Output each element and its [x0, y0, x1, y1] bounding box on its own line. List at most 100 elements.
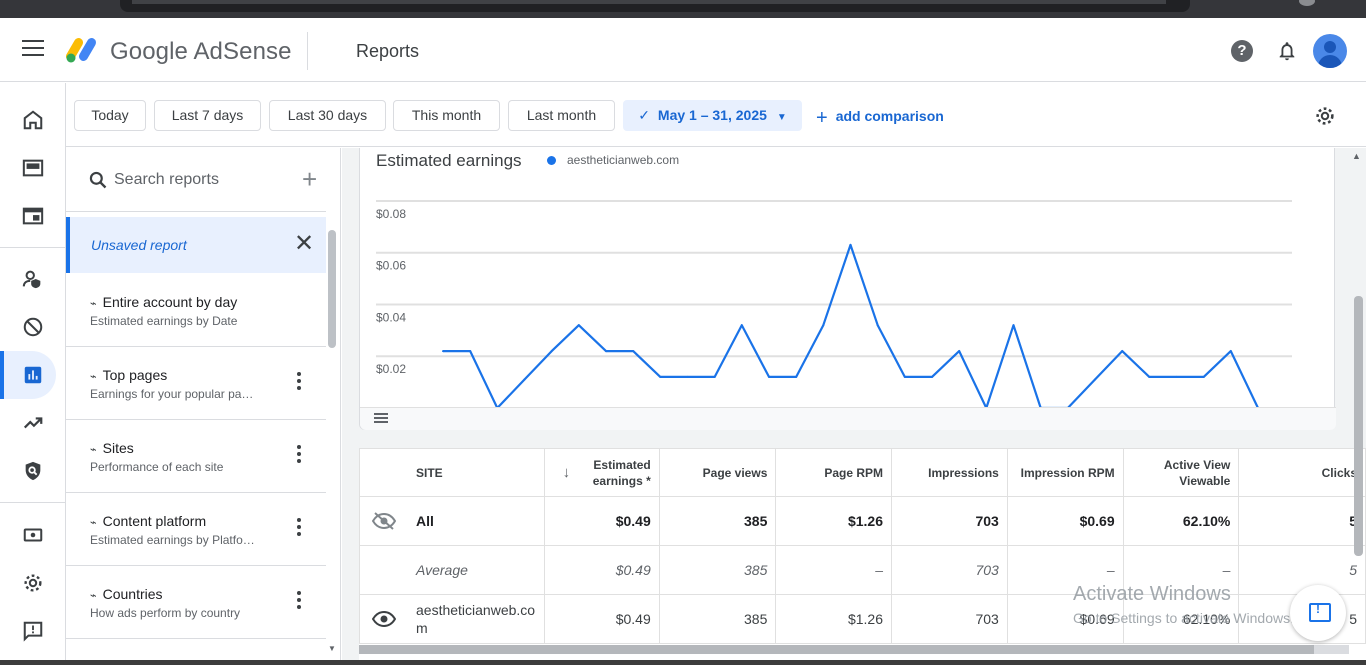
report-list-item[interactable]: ⌁ Content platform Estimated earnings by P…	[66, 493, 326, 566]
chip-last-30-days[interactable]: Last 30 days	[269, 100, 386, 131]
data-point[interactable]	[632, 350, 635, 353]
visibility-off-icon[interactable]	[372, 512, 396, 530]
column-header[interactable]: Active View Viewable	[1122, 448, 1240, 497]
data-point[interactable]	[1202, 375, 1205, 378]
chip-last-month[interactable]: Last month	[508, 100, 615, 131]
chip-this-month[interactable]: This month	[393, 100, 500, 131]
more-options-icon[interactable]	[296, 518, 302, 540]
site-name[interactable]: aestheticianweb.com	[416, 602, 536, 636]
data-point[interactable]	[1012, 324, 1015, 327]
browser-address-bar[interactable]	[120, 0, 1190, 12]
report-settings-gear-icon[interactable]	[1314, 105, 1336, 127]
data-point[interactable]	[931, 375, 933, 378]
main-menu-button[interactable]	[22, 40, 44, 58]
more-options-icon[interactable]	[296, 445, 302, 467]
notifications-bell-icon[interactable]	[1276, 40, 1298, 62]
chart-table-view-icon[interactable]	[374, 413, 388, 425]
report-subtitle: How ads perform by country	[90, 606, 241, 620]
data-point[interactable]	[713, 375, 716, 378]
unsaved-report-item[interactable]: Unsaved report ✕	[66, 217, 326, 273]
brand-safety-icon[interactable]	[22, 460, 44, 482]
data-point[interactable]	[1094, 378, 1096, 381]
nav-reports-active[interactable]	[0, 351, 56, 399]
page-title: Reports	[356, 41, 420, 61]
ads-icon[interactable]	[22, 157, 44, 179]
search-reports-input[interactable]	[114, 168, 294, 192]
data-point[interactable]	[659, 375, 662, 378]
scrollbar-thumb[interactable]	[359, 645, 1314, 654]
data-point[interactable]	[740, 324, 743, 327]
chip-today[interactable]: Today	[74, 100, 146, 131]
column-header[interactable]: Impressions	[891, 448, 1008, 497]
more-options-icon[interactable]	[296, 372, 302, 394]
data-point[interactable]	[1121, 350, 1124, 353]
data-point[interactable]	[822, 324, 825, 327]
data-point[interactable]	[550, 350, 553, 353]
blocking-controls-icon[interactable]	[22, 316, 44, 338]
date-range-selector[interactable]: ✓ May 1 – 31, 2025 ▼	[623, 100, 802, 131]
data-point[interactable]	[1175, 375, 1178, 378]
report-title: ⌁ Entire account by day	[90, 294, 237, 310]
panel-scrollbar[interactable]	[328, 230, 336, 348]
scroll-up-arrow-icon[interactable]: ▲	[1352, 151, 1361, 161]
settings-icon[interactable]	[22, 572, 44, 594]
column-header[interactable]: Page views	[658, 448, 777, 497]
report-title: ⌁ Content platform	[90, 513, 206, 529]
data-point[interactable]	[958, 350, 961, 353]
table-horizontal-scrollbar[interactable]	[359, 645, 1349, 654]
report-content: Estimated earnings aestheticianweb.com $…	[342, 148, 1366, 665]
series-line[interactable]	[443, 243, 1259, 410]
reports-icon[interactable]	[22, 364, 44, 386]
data-point[interactable]	[469, 350, 472, 353]
table-header-row: SITE ↓ Estimated earnings * Page views Page …	[359, 448, 1366, 497]
table-row[interactable]: Average $0.49 385–703– –5	[359, 545, 1366, 595]
main-vertical-scrollbar[interactable]	[1354, 296, 1363, 556]
data-point[interactable]	[1229, 350, 1232, 353]
data-point[interactable]	[849, 243, 852, 246]
report-list-item[interactable]: ⌁ Countries How ads perform by country	[66, 566, 326, 639]
table-row[interactable]: aestheticianweb.com $0.49 385 $1.26 703 $0.69…	[359, 594, 1366, 644]
column-header[interactable]: Page RPM	[775, 448, 893, 497]
sort-arrow-icon[interactable]: ↓	[562, 463, 571, 481]
data-point[interactable]	[903, 375, 906, 378]
column-header-label: Active View Viewable	[1163, 457, 1231, 488]
data-point[interactable]	[795, 375, 798, 378]
data-point[interactable]	[523, 378, 526, 381]
data-point[interactable]	[577, 324, 580, 327]
column-header[interactable]: Estimated earnings *	[544, 448, 660, 497]
column-header[interactable]: SITE ↓	[359, 448, 570, 497]
optimization-trending-icon[interactable]	[22, 412, 44, 434]
privacy-messaging-icon[interactable]	[22, 268, 44, 290]
report-list-item[interactable]: ⌁ Entire account by day Estimated earnings…	[66, 274, 326, 347]
metric-cell: 385	[658, 496, 777, 546]
data-point[interactable]	[768, 375, 770, 378]
scroll-down-arrow-icon[interactable]: ▼	[328, 644, 336, 653]
data-point[interactable]	[686, 375, 689, 378]
data-point[interactable]	[442, 350, 444, 353]
feedback-button[interactable]	[1290, 585, 1346, 641]
more-options-icon[interactable]	[296, 591, 302, 613]
metric-cell: 703	[891, 545, 1008, 595]
account-avatar[interactable]	[1313, 34, 1347, 68]
browser-profile-icon[interactable]	[1299, 0, 1315, 6]
add-comparison-button[interactable]: + add comparison	[816, 107, 944, 130]
column-header[interactable]: Clicks	[1238, 448, 1366, 497]
feedback-nav-icon[interactable]	[22, 620, 44, 642]
visibility-icon[interactable]	[372, 610, 396, 628]
payments-icon[interactable]	[22, 524, 44, 546]
new-report-plus-icon[interactable]: +	[302, 164, 318, 194]
home-icon[interactable]	[22, 109, 44, 131]
column-header[interactable]: Impression RPM	[1006, 448, 1124, 497]
column-header-label: Page views	[702, 465, 768, 480]
close-icon[interactable]: ✕	[294, 230, 315, 257]
add-comparison-label: add comparison	[835, 108, 944, 124]
report-list-item[interactable]: ⌁ Top pages Earnings for your popular pa…	[66, 347, 326, 420]
data-point[interactable]	[1148, 375, 1151, 378]
data-point[interactable]	[876, 324, 879, 327]
sites-icon[interactable]	[22, 205, 44, 227]
report-list-item[interactable]: ⌁ Sites Performance of each site	[66, 420, 326, 493]
chip-last-7-days[interactable]: Last 7 days	[154, 100, 261, 131]
data-point[interactable]	[605, 350, 607, 353]
help-icon[interactable]: ?	[1231, 40, 1253, 62]
